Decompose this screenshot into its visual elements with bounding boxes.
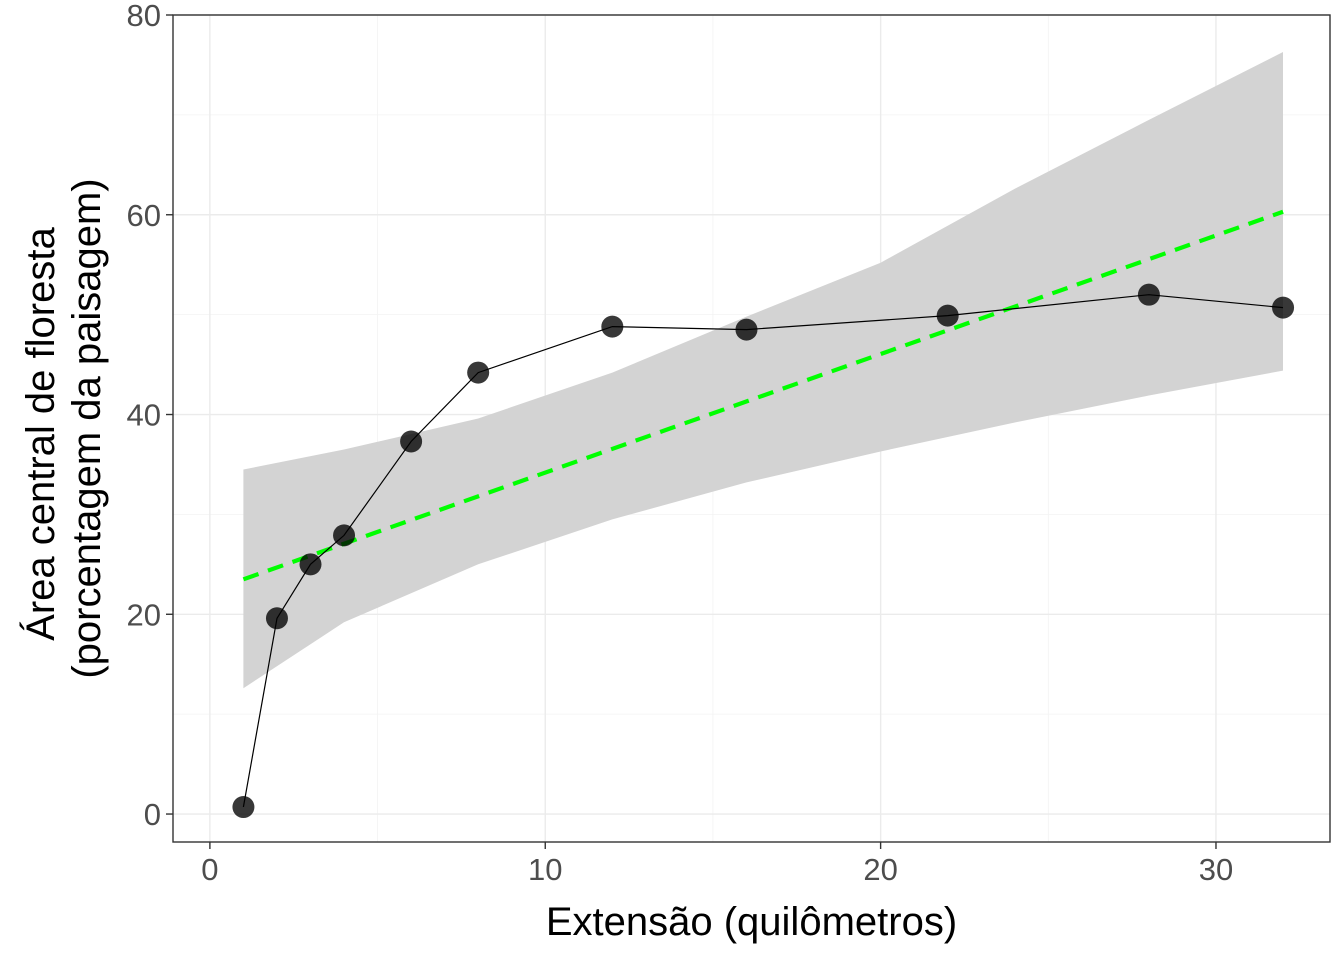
y-axis-ticks: 0 20 40 60 80 (127, 0, 173, 832)
data-point (467, 361, 490, 384)
y-axis-title-line-2: (porcentagem da paisagem) (65, 178, 109, 678)
y-tick-label: 40 (127, 398, 161, 433)
x-tick-label: 0 (201, 852, 218, 887)
data-point (936, 304, 959, 327)
data-point (735, 318, 758, 341)
data-point (1137, 283, 1160, 306)
fit-line-layer (242, 209, 1284, 582)
regression-line (242, 209, 1284, 582)
x-tick-label: 30 (1199, 852, 1233, 887)
confidence-band (243, 52, 1283, 689)
confidence-band-layer (243, 52, 1283, 689)
x-axis-ticks: 0 10 20 30 (201, 842, 1233, 887)
data-point (265, 607, 288, 630)
data-point (1272, 296, 1295, 319)
y-tick-label: 80 (127, 0, 161, 33)
observed-series-layer (232, 283, 1295, 819)
y-tick-label: 0 (144, 797, 161, 832)
data-point (333, 524, 356, 547)
panel-border (172, 14, 1331, 843)
x-tick-label: 20 (863, 852, 897, 887)
data-point (299, 553, 322, 576)
data-point (400, 430, 423, 453)
y-tick-label: 60 (127, 198, 161, 233)
y-axis-title-line-1: Área central de floresta (18, 227, 63, 641)
y-tick-label: 20 (127, 597, 161, 632)
x-tick-label: 10 (528, 852, 562, 887)
x-axis-title: Extensão (quilômetros) (546, 900, 957, 944)
data-point (601, 315, 624, 338)
y-axis-title: Área central de floresta (porcentagem da… (18, 178, 109, 678)
data-point (232, 796, 255, 819)
